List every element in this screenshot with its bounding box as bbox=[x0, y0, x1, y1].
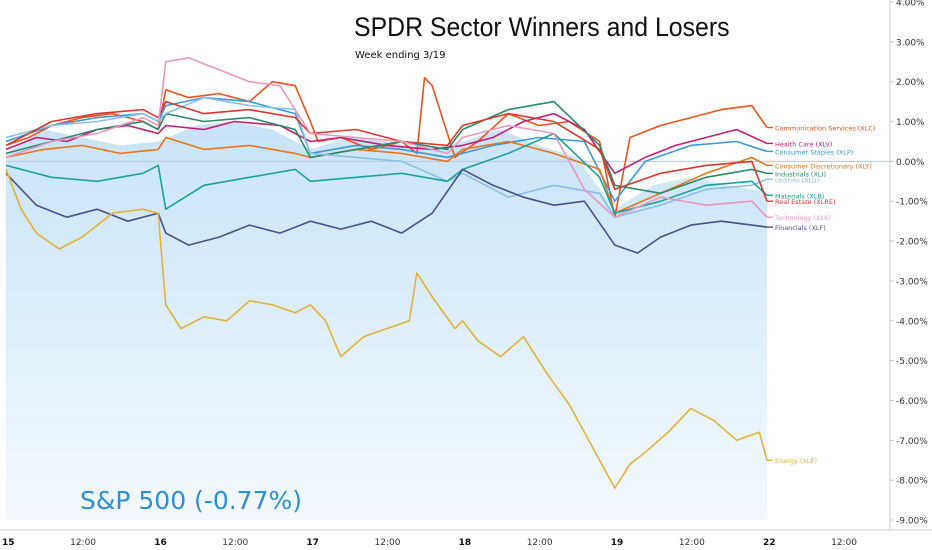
x-tick-label: 12:00 bbox=[679, 538, 705, 548]
y-tick-label: -2.00% bbox=[896, 238, 928, 248]
x-tick-label: 12:00 bbox=[831, 538, 857, 548]
y-tick-label: -9.00% bbox=[896, 517, 928, 527]
series-label-health-care-xlv: Health Care (XLV) bbox=[775, 140, 832, 148]
y-tick-label: -6.00% bbox=[896, 397, 928, 407]
series-line-industrials-xli bbox=[5, 100, 768, 195]
series-label-utilities-xlu: Utilities (XLU) bbox=[775, 176, 819, 184]
series-label-materials-xlb: Materials (XLB) bbox=[775, 192, 824, 200]
x-tick-label: 15 bbox=[2, 538, 15, 548]
series-label-communication-services-xlc: Communication Services (XLC) bbox=[775, 125, 875, 133]
chart-title: SPDR Sector Winners and Losers bbox=[354, 12, 730, 42]
x-tick-label: 12:00 bbox=[375, 538, 401, 548]
y-tick-label: -8.00% bbox=[896, 477, 928, 487]
series-label-consumer-discretionary-xly: Consumer Discretionary (XLY) bbox=[775, 162, 872, 170]
series-line-consumer-discretionary-xly bbox=[5, 136, 768, 214]
series-label-industrials-xli: Industrials (XLI) bbox=[775, 170, 826, 178]
series-label-real-estate-xlre: Real Estate (XLRE) bbox=[775, 198, 836, 206]
series-line-energy-xle bbox=[5, 169, 768, 489]
x-tick-label: 12:00 bbox=[70, 538, 96, 548]
series-label-consumer-staples-xlp: Consumer Staples (XLP) bbox=[775, 148, 853, 156]
x-tick-label: 18 bbox=[459, 538, 472, 548]
series-label-financials-xlf: Financials (XLF) bbox=[775, 224, 826, 232]
y-tick-label: 0.00% bbox=[896, 158, 925, 168]
y-tick-label: 2.00% bbox=[896, 78, 925, 88]
x-tick-label: 12:00 bbox=[222, 538, 248, 548]
series-line-financials-xlf bbox=[5, 168, 768, 254]
sp500-annotation: S&P 500 (-0.77%) bbox=[80, 486, 302, 515]
x-tick-label: 17 bbox=[306, 538, 319, 548]
y-tick-label: 3.00% bbox=[896, 38, 925, 48]
y-tick-label: 1.00% bbox=[896, 118, 925, 128]
x-tick-label: 19 bbox=[611, 538, 624, 548]
series-label-energy-xle: Energy (XLE) bbox=[775, 457, 817, 465]
series-label-technology-xlk: Technology (XLK) bbox=[774, 214, 831, 222]
y-tick-label: 4.00% bbox=[896, 0, 925, 9]
y-tick-label: -3.00% bbox=[896, 277, 928, 287]
series-line-real-estate-xlre bbox=[5, 100, 768, 202]
y-tick-label: -4.00% bbox=[896, 317, 928, 327]
series-line-technology-xlk bbox=[5, 57, 768, 218]
x-tick-label: 22 bbox=[763, 538, 776, 548]
y-tick-label: -1.00% bbox=[896, 198, 928, 208]
chart-subtitle: Week ending 3/19 bbox=[355, 50, 446, 61]
y-tick-label: -5.00% bbox=[896, 357, 928, 367]
series-line-health-care-xlv bbox=[5, 112, 768, 175]
y-tick-label: -7.00% bbox=[896, 437, 928, 447]
x-tick-label: 16 bbox=[154, 538, 167, 548]
sp500-area bbox=[6, 121, 767, 520]
series-line-utilities-xlu bbox=[5, 96, 768, 218]
x-tick-label: 12:00 bbox=[527, 538, 553, 548]
